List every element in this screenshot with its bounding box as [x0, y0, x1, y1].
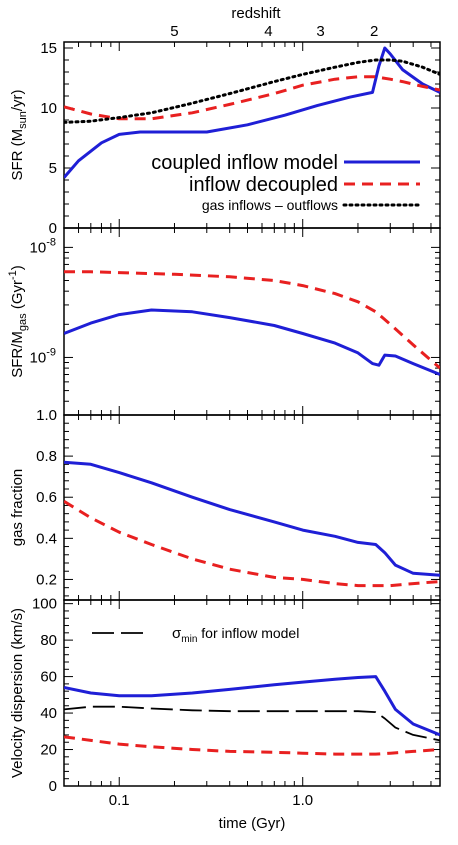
x-axis-label: time (Gyr)	[219, 815, 286, 832]
legend-label-sigma_min: σmin for inflow model	[172, 625, 299, 645]
legend-label-decoupled: inflow decoupled	[189, 174, 338, 196]
series-decoupled-line	[64, 75, 440, 121]
y-tick-label: 10	[40, 100, 57, 117]
legend-label-net_inflow: gas inflows – outflows	[202, 197, 338, 213]
y-tick-label: 40	[40, 705, 57, 722]
panel-frame	[63, 599, 441, 787]
y-tick-label: 80	[40, 632, 57, 649]
y-axis-label: Velocity dispersion (km/s)	[9, 608, 26, 778]
y-tick-label: 100	[32, 596, 57, 613]
series-net_inflow-line	[64, 58, 440, 124]
redshift-tick-label: 2	[370, 23, 378, 40]
y-tick-label: 0.8	[36, 448, 57, 465]
y-tick-label: 0	[49, 778, 57, 795]
redshift-tick-label: 3	[316, 23, 324, 40]
panel-sfr: 0 5 10 15 SFR (Msun/yr) coupled inflow modeli…	[9, 40, 441, 237]
y-tick-label: 0	[49, 220, 57, 237]
legend-label-coupled: coupled inflow model	[151, 152, 338, 174]
series-decoupled-line	[64, 500, 440, 588]
series-coupled-line	[64, 308, 440, 376]
panel-velocity_dispersion: 0 20 40 60 80 100 Velocity dispersion (km/s) σm…	[9, 596, 441, 795]
y-tick-label: 5	[49, 160, 57, 177]
series-coupled-line	[64, 46, 440, 179]
y-tick-label: 60	[40, 669, 57, 686]
y-axis-label: SFR (Msun/yr)	[9, 89, 29, 180]
series-decoupled-line	[64, 735, 440, 756]
y-tick-label: 0.4	[36, 530, 57, 547]
panel-gas_fraction: 0.2 0.4 0.6 0.8 1.0 gas fraction	[9, 407, 441, 601]
y-tick-label: 20	[40, 742, 57, 759]
redshift-tick-label: 5	[170, 23, 178, 40]
series-coupled-line	[64, 460, 440, 577]
redshift-axis-label: redshift	[231, 5, 281, 22]
series-decoupled-line	[64, 270, 440, 370]
y-tick-label: 10-8	[30, 236, 56, 256]
y-axis-label: gas fraction	[9, 469, 26, 547]
y-axis-label: SFR/Mgas (Gyr-1)	[7, 265, 29, 378]
y-tick-label: 0.2	[36, 571, 57, 588]
x-tick-label: 0.1	[109, 792, 130, 809]
y-tick-label: 1.0	[36, 407, 57, 424]
y-tick-label: 0.6	[36, 489, 57, 506]
series-coupled-line	[64, 675, 440, 737]
y-tick-label: 10-9	[30, 346, 56, 366]
x-tick-label: 1.0	[292, 792, 313, 809]
series-sigma_min-line	[64, 705, 440, 742]
y-tick-label: 15	[40, 40, 57, 57]
redshift-tick-label: 4	[264, 23, 272, 40]
